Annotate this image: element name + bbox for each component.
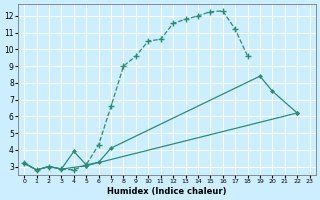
X-axis label: Humidex (Indice chaleur): Humidex (Indice chaleur)	[107, 187, 227, 196]
